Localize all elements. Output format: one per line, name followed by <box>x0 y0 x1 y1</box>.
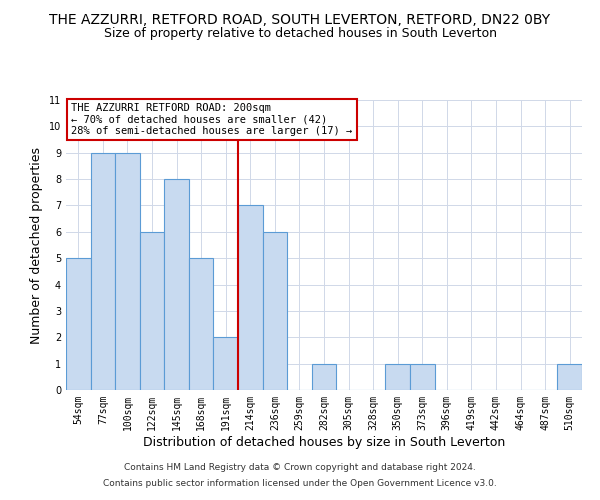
Text: Size of property relative to detached houses in South Leverton: Size of property relative to detached ho… <box>104 28 497 40</box>
Bar <box>140 232 164 390</box>
Bar <box>214 338 238 390</box>
Bar <box>263 232 287 390</box>
Bar <box>189 258 214 390</box>
Bar <box>115 152 140 390</box>
Text: THE AZZURRI RETFORD ROAD: 200sqm
← 70% of detached houses are smaller (42)
28% o: THE AZZURRI RETFORD ROAD: 200sqm ← 70% o… <box>71 103 352 136</box>
Bar <box>312 364 336 390</box>
Bar <box>66 258 91 390</box>
Bar <box>557 364 582 390</box>
Bar <box>410 364 434 390</box>
Text: Contains public sector information licensed under the Open Government Licence v3: Contains public sector information licen… <box>103 478 497 488</box>
Bar <box>91 152 115 390</box>
Text: THE AZZURRI, RETFORD ROAD, SOUTH LEVERTON, RETFORD, DN22 0BY: THE AZZURRI, RETFORD ROAD, SOUTH LEVERTO… <box>49 12 551 26</box>
Y-axis label: Number of detached properties: Number of detached properties <box>31 146 43 344</box>
Text: Contains HM Land Registry data © Crown copyright and database right 2024.: Contains HM Land Registry data © Crown c… <box>124 464 476 472</box>
X-axis label: Distribution of detached houses by size in South Leverton: Distribution of detached houses by size … <box>143 436 505 448</box>
Bar <box>385 364 410 390</box>
Bar <box>238 206 263 390</box>
Bar <box>164 179 189 390</box>
